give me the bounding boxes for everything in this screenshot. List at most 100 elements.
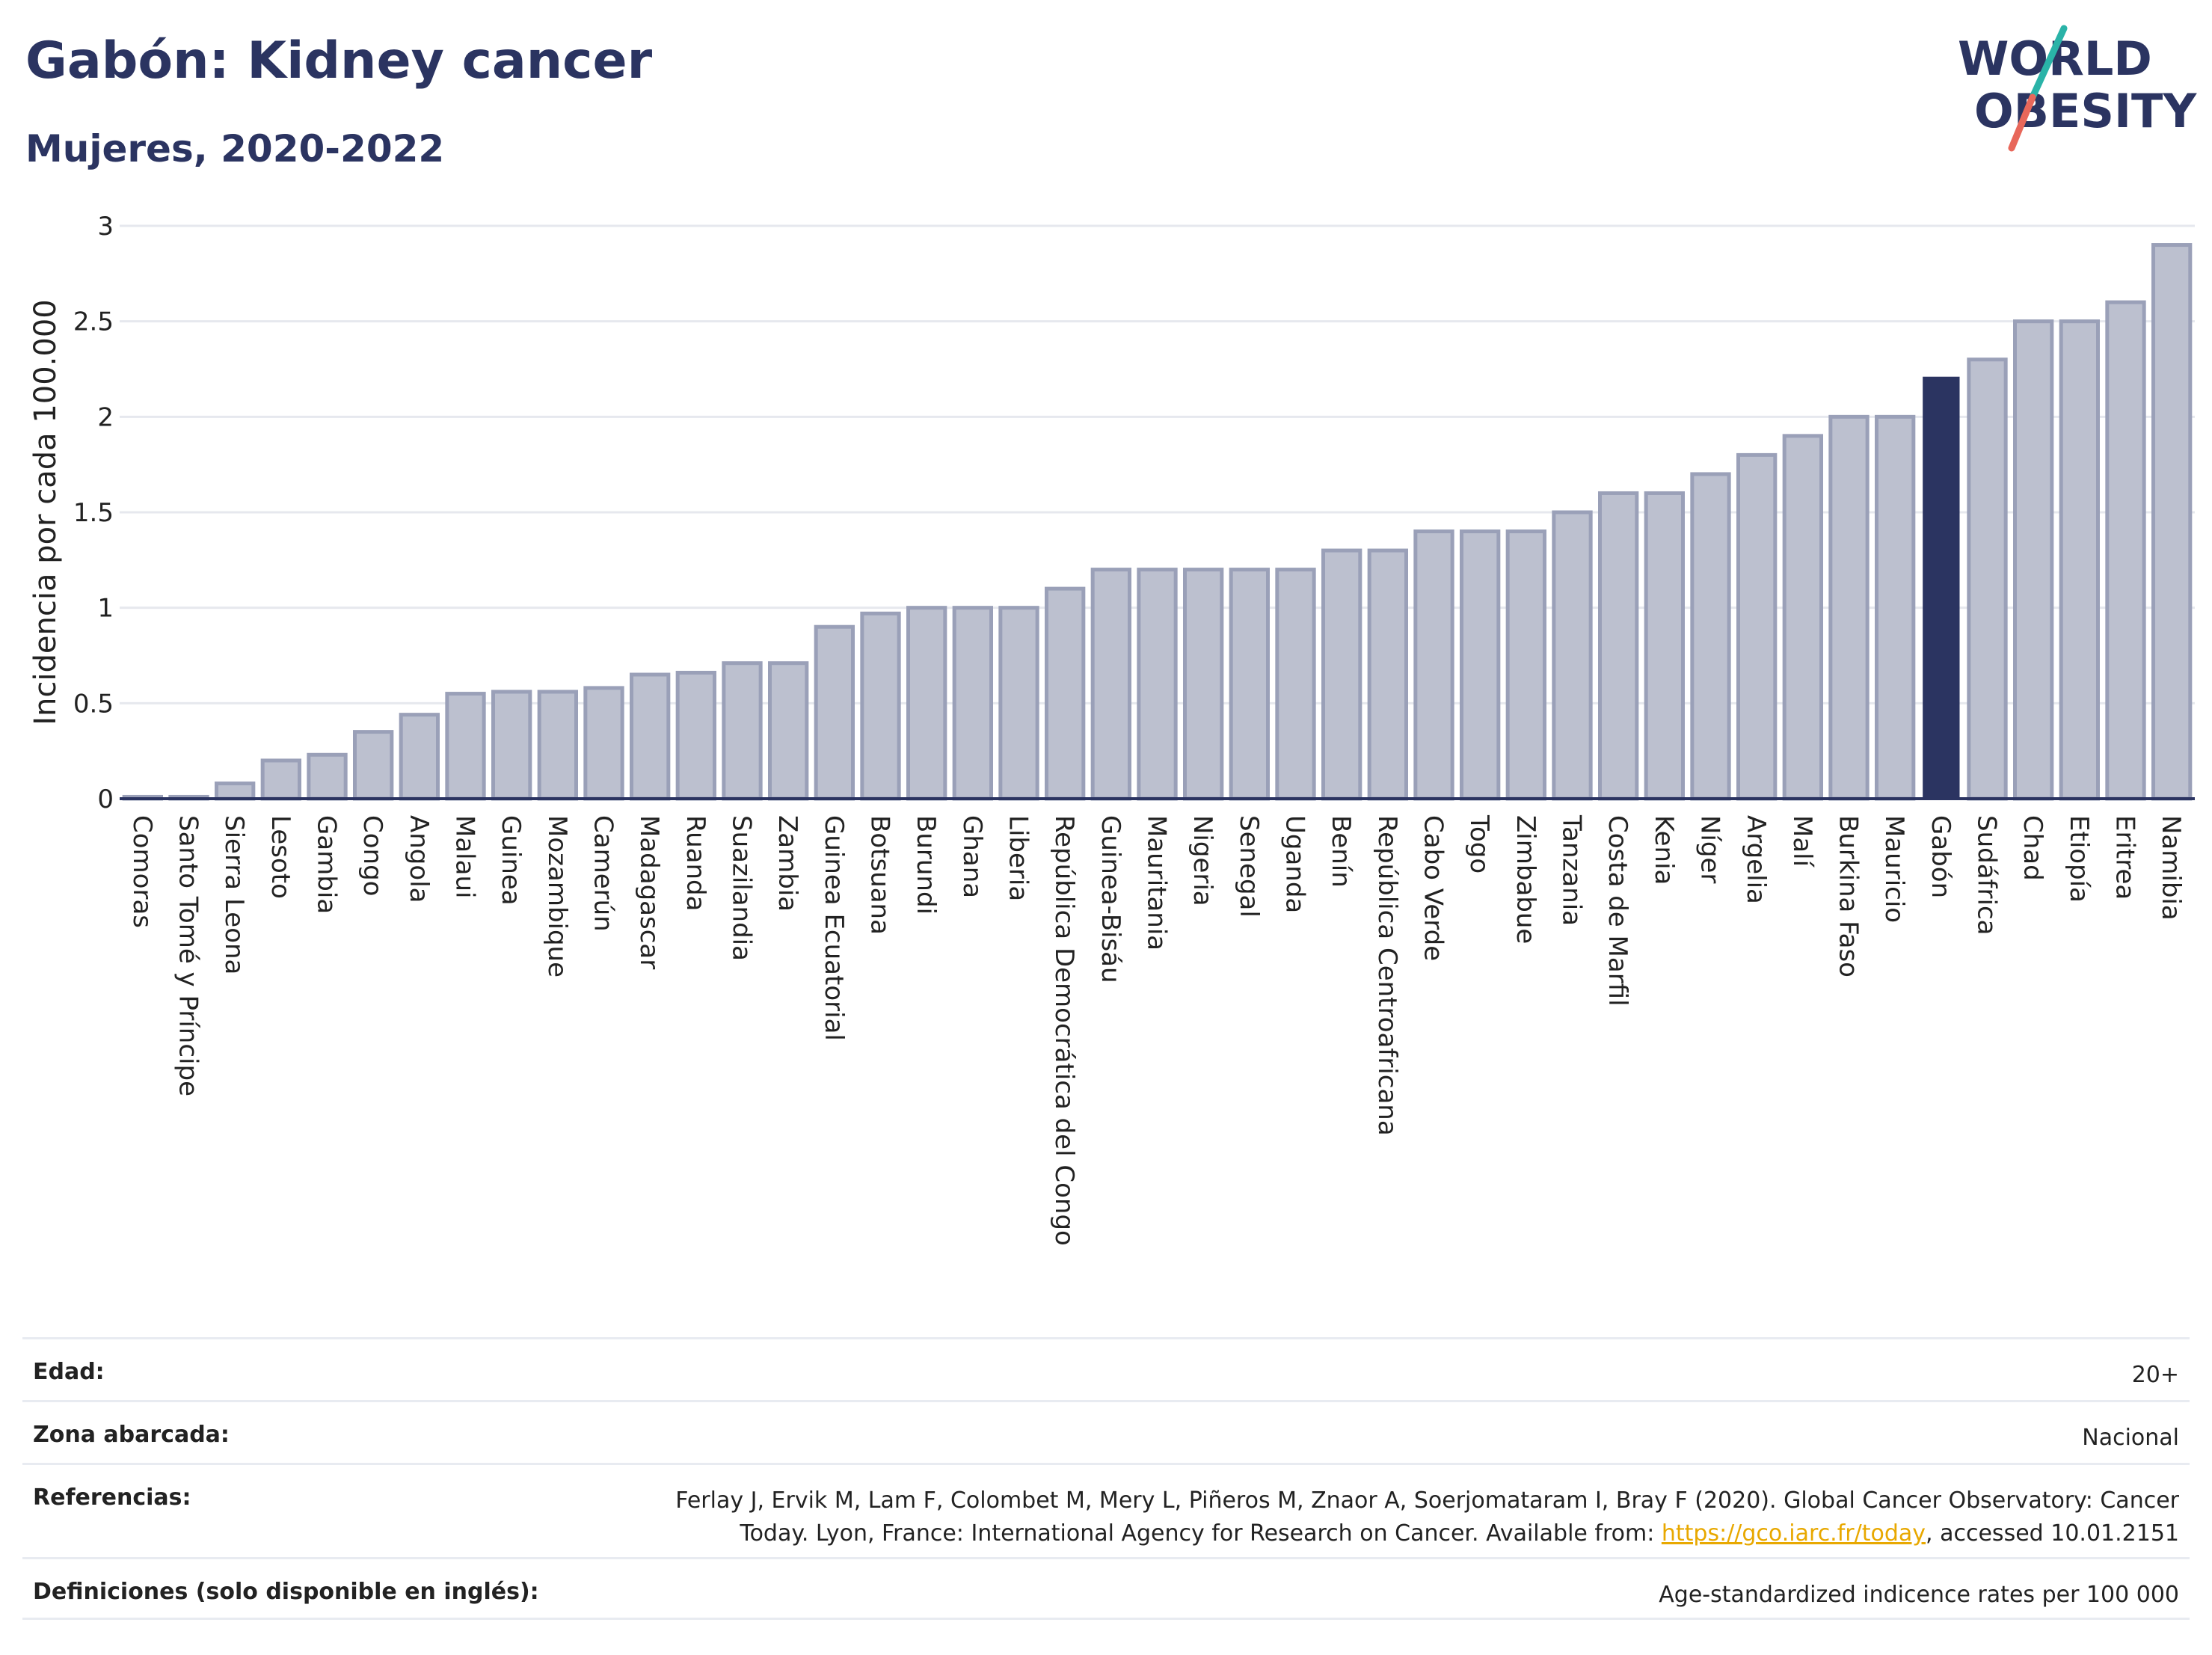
bar-camerún [583, 686, 624, 801]
bar-lesoto [260, 758, 301, 801]
bar-guinea-ecuatorial [814, 624, 855, 801]
bar-nigeria [1183, 568, 1224, 801]
reference-line2-pre: Today. Lyon, France: International Agenc… [740, 1520, 1662, 1547]
bar-argelia [1736, 452, 1778, 801]
bar-sudáfrica [1967, 357, 2008, 801]
bar-cabo-verde [1413, 529, 1454, 801]
y-tick-label: 0 [97, 784, 114, 814]
x-tick-label: Etiopía [2064, 815, 2094, 903]
x-tick-label: Ruanda [681, 815, 710, 911]
y-tick-label: 2 [97, 402, 114, 432]
bar-chart: 0 0.5 1 1.5 2 2.5 3 Incidencia por cada 100.000… [28, 212, 2195, 1246]
x-tick-label: Chad [2018, 815, 2047, 881]
bar-república-democrática-del-congo [1045, 586, 1086, 801]
meta-row-area: Zona abarcada: Nacional [22, 1400, 2190, 1463]
meta-value-definitions: Age-standardized indicence rates per 100… [1659, 1582, 2179, 1608]
x-tick-label: Gambia [312, 815, 342, 914]
x-tick-label: República Centroafricana [1372, 815, 1402, 1136]
x-tick-label: Mauritania [1142, 815, 1172, 951]
x-tick-label: Cabo Verde [1419, 815, 1448, 961]
x-tick-label: Mozambique [542, 815, 572, 977]
meta-label-area: Zona abarcada: [33, 1422, 230, 1448]
bar-ghana [952, 606, 993, 801]
bar-costa-de-marfil [1598, 491, 1639, 801]
x-tick-label: Costa de Marfil [1603, 815, 1632, 1007]
bar-angola [399, 713, 440, 801]
world-obesity-logo: WORLD OBESITY [1958, 25, 2197, 152]
x-tick-label: Gabón [1926, 815, 1956, 898]
x-tick-label: Guinea Ecuatorial [819, 815, 849, 1041]
y-tick-label: 0.5 [73, 689, 114, 719]
reference-line1: Ferlay J, Ervik M, Lam F, Colombet M, Me… [675, 1487, 2179, 1514]
meta-row-references: Referencias: Ferlay J, Ervik M, Lam F, C… [22, 1463, 2190, 1557]
meta-label-references: Referencias: [33, 1484, 191, 1511]
x-tick-label: Guinea-Bisáu [1096, 815, 1125, 983]
y-axis-title: Incidencia por cada 100.000 [28, 299, 63, 725]
bar-burundi [906, 606, 947, 801]
y-tick-label: 2.5 [73, 307, 114, 337]
bar-congo [353, 730, 394, 801]
logo-slash-teal [2029, 25, 2068, 101]
x-tick-label: República Democrática del Congo [1049, 815, 1079, 1246]
x-tick-label: Tanzania [1557, 814, 1587, 926]
bar-tanzania [1552, 510, 1593, 801]
x-tick-label: Uganda [1280, 815, 1310, 913]
label-layer: 0 0.5 1 1.5 2 2.5 3 Incidencia por cada 100.000… [28, 212, 2186, 1246]
x-tick-label: Malaui [450, 815, 480, 898]
reference-line2-post: , accessed 10.01.2151 [1926, 1520, 2179, 1547]
x-tick-label: Mauricio [1879, 815, 1909, 923]
bar-guinea [491, 690, 532, 801]
x-tick-label: Lesoto [265, 815, 295, 899]
bar-layer [122, 243, 2193, 801]
bar-zambia [768, 661, 809, 801]
x-tick-label: Camerún [589, 815, 618, 932]
meta-value-references: Ferlay J, Ervik M, Lam F, Colombet M, Me… [675, 1484, 2179, 1550]
bar-madagascar [630, 672, 671, 801]
bar-sierra-leona [215, 782, 256, 801]
bar-chad [2013, 319, 2054, 801]
x-tick-label: Togo [1464, 814, 1494, 873]
bar-malí [1782, 434, 1824, 801]
x-tick-label: Comoras [127, 815, 157, 928]
bar-burkina-faso [1828, 414, 1870, 801]
x-tick-label: Sierra Leona [219, 815, 249, 974]
meta-label-definitions: Definiciones (solo disponible en inglés)… [33, 1579, 539, 1605]
bar-namibia [2151, 243, 2193, 801]
bar-senegal [1229, 568, 1270, 801]
x-tick-label: Senegal [1234, 815, 1264, 918]
meta-row-definitions: Definiciones (solo disponible en inglés)… [22, 1557, 2190, 1620]
x-tick-label: Congo [357, 815, 387, 896]
meta-value-age: 20+ [2131, 1362, 2179, 1388]
bar-liberia [998, 606, 1039, 801]
bar-mauricio [1875, 414, 1916, 801]
x-tick-label: Malí [1787, 815, 1817, 868]
bar-zimbabue [1505, 529, 1546, 801]
y-tick-label: 1.5 [73, 498, 114, 528]
page-subtitle: Mujeres, 2020-2022 [25, 127, 445, 171]
y-tick-label: 3 [97, 212, 114, 242]
bar-suazilandia [722, 661, 763, 801]
meta-label-age: Edad: [33, 1359, 105, 1385]
x-tick-label: Nigeria [1188, 815, 1217, 906]
reference-link[interactable]: https://gco.iarc.fr/today [1661, 1520, 1926, 1547]
bar-república-centroafricana [1367, 548, 1408, 801]
x-tick-label: Níger [1695, 815, 1725, 883]
x-tick-label: Zambia [772, 815, 802, 912]
meta-row-age: Edad: 20+ [22, 1337, 2190, 1400]
bar-níger [1690, 472, 1731, 801]
bar-botsuana [860, 611, 901, 801]
bar-malaui [445, 692, 486, 801]
x-tick-label: Namibia [2156, 815, 2186, 921]
bar-uganda [1275, 568, 1316, 801]
x-tick-label: Burkina Faso [1834, 815, 1864, 977]
meta-value-area: Nacional [2082, 1425, 2179, 1451]
x-tick-label: Guinea [496, 815, 526, 906]
y-tick-label: 1 [97, 594, 114, 624]
bar-mauritania [1137, 568, 1178, 801]
x-tick-label: Sudáfrica [1972, 815, 2002, 935]
metadata-table: Edad: 20+ Zona abarcada: Nacional Refere… [22, 1337, 2190, 1620]
x-tick-label: Liberia [1004, 815, 1033, 901]
bar-benín [1321, 548, 1362, 801]
x-tick-label: Santo Tomé y Príncipe [173, 815, 203, 1096]
x-tick-label: Argelia [1741, 815, 1771, 904]
